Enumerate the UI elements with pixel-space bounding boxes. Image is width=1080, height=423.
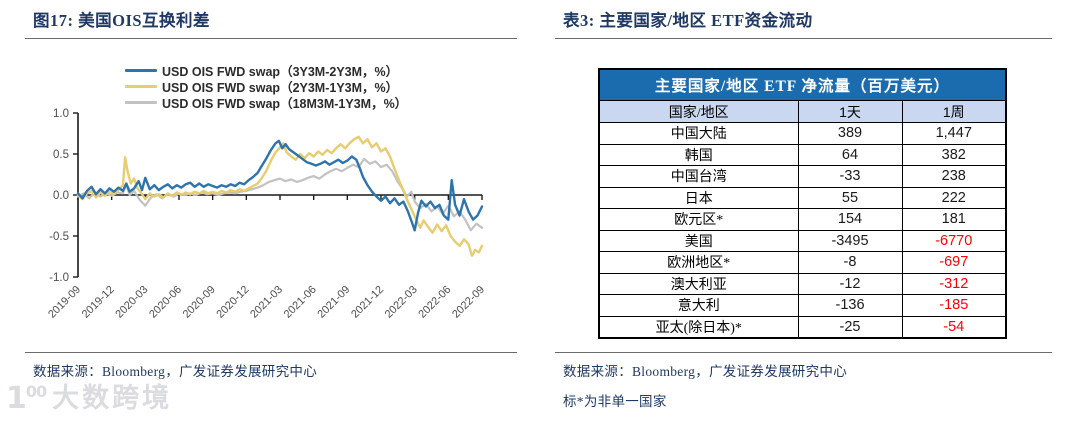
- region-cell: 亚太(除日本)*: [598, 315, 799, 339]
- region-cell: 中国大陆: [598, 122, 799, 145]
- region-cell: 欧元区*: [598, 208, 799, 231]
- table-row: 中国大陆 389 1,447: [598, 122, 1007, 145]
- week-flow-cell: 222: [901, 186, 1007, 209]
- day-flow-cell: 55: [797, 186, 903, 209]
- x-axis-tick-label: 2019-09: [46, 284, 83, 321]
- x-axis-tick-label: 2020-06: [147, 284, 184, 321]
- x-axis-tick-label: 2021-03: [248, 284, 285, 321]
- x-axis-tick-label: 2022-03: [383, 284, 420, 321]
- watermark-text: 大数跨境: [52, 383, 173, 413]
- data-source-text: 数据来源：Bloomberg，广发证券发展研究中心: [563, 364, 847, 379]
- day-flow-cell: -25: [797, 315, 903, 339]
- week-flow-cell: -185: [901, 294, 1007, 317]
- x-axis-tick-label: 2021-12: [349, 284, 386, 321]
- x-axis-tick-label: 2020-03: [113, 284, 150, 321]
- etf-table-panel: 表3: 主要国家/地区 ETF资金流动 主要国家/地区 ETF 净流量（百万美元…: [555, 10, 1052, 415]
- legend-item-2: USD OIS FWD swap（18M3M-1Y3M，%）: [125, 94, 408, 111]
- table-row: 欧洲地区* -8 -697: [598, 251, 1007, 274]
- week-flow-cell: -312: [901, 272, 1007, 295]
- column-header-1day: 1天: [797, 100, 903, 123]
- column-header-1week: 1周: [901, 100, 1007, 123]
- day-flow-cell: -33: [797, 165, 903, 188]
- region-cell: 意大利: [598, 294, 799, 317]
- table-row: 澳大利亚 -12 -312: [598, 272, 1007, 295]
- x-axis-tick-label: 2020-09: [181, 284, 218, 321]
- x-axis-tick-label: 2020-12: [214, 284, 251, 321]
- region-cell: 日本: [598, 186, 799, 209]
- site-watermark: 100 大数跨境: [6, 376, 172, 415]
- table-row: 韩国 64 382: [598, 143, 1007, 166]
- day-flow-cell: -136: [797, 294, 903, 317]
- footnote-text: 标*为非单一国家: [563, 394, 667, 409]
- region-cell: 美国: [598, 229, 799, 252]
- table-header-banner: 主要国家/地区 ETF 净流量（百万美元）: [598, 68, 1007, 101]
- series-line: [76, 139, 484, 232]
- region-cell: 韩国: [598, 143, 799, 166]
- legend-label: USD OIS FWD swap（18M3M-1Y3M，%）: [162, 96, 408, 111]
- ois-chart-panel: 图17: 美国OIS互换利差 USD OIS FWD swap（3Y3M-2Y3…: [25, 10, 517, 415]
- day-flow-cell: 64: [797, 143, 903, 166]
- chart-legend: USD OIS FWD swap（3Y3M-2Y3M，%） USD OIS FWD…: [125, 62, 408, 111]
- etf-flows-table: 主要国家/地区 ETF 净流量（百万美元） 国家/地区 1天 1周 中国大陆 38…: [598, 68, 1007, 339]
- region-cell: 欧洲地区*: [598, 251, 799, 274]
- footer-divider: [25, 352, 517, 353]
- day-flow-cell: 154: [797, 208, 903, 231]
- day-flow-cell: -12: [797, 272, 903, 295]
- week-flow-cell: 181: [901, 208, 1007, 231]
- table-column-header-row: 国家/地区 1天 1周: [598, 100, 1007, 123]
- day-flow-cell: 389: [797, 122, 903, 145]
- region-cell: 中国台湾: [598, 165, 799, 188]
- legend-label: USD OIS FWD swap（3Y3M-2Y3M，%）: [162, 64, 399, 79]
- week-flow-cell: -697: [901, 251, 1007, 274]
- table-row: 日本 55 222: [598, 186, 1007, 209]
- region-cell: 澳大利亚: [598, 272, 799, 295]
- y-axis-tick-label: 0.0: [53, 190, 69, 202]
- x-axis-tick-label: 2021-06: [282, 284, 319, 321]
- x-axis-tick-label: 2022-06: [416, 284, 453, 321]
- x-axis-tick-label: 2019-12: [80, 284, 117, 321]
- table-row: 亚太(除日本)* -25 -54: [598, 315, 1007, 339]
- legend-line-swatch: [125, 100, 157, 104]
- footer-divider: [555, 352, 1052, 353]
- title-divider: [555, 38, 1052, 39]
- legend-item-0: USD OIS FWD swap（3Y3M-2Y3M，%）: [125, 62, 407, 79]
- y-axis-tick-label: -0.5: [49, 231, 69, 243]
- week-flow-cell: -6770: [901, 229, 1007, 252]
- legend-line-swatch: [125, 68, 157, 72]
- title-divider: [25, 38, 517, 39]
- day-flow-cell: -8: [797, 251, 903, 274]
- legend-item-1: USD OIS FWD swap（2Y3M-1Y3M，%）: [125, 78, 407, 95]
- y-axis-tick-label: 0.5: [53, 149, 69, 161]
- week-flow-cell: 238: [901, 165, 1007, 188]
- ois-line-chart: 1.00.50.0-0.5-1.02019-092019-122020-0320…: [46, 108, 487, 321]
- series-line: [76, 135, 484, 257]
- chart-title: 图17: 美国OIS互换利差: [33, 11, 211, 30]
- table-row: 欧元区* 154 181: [598, 208, 1007, 231]
- x-axis-tick-label: 2022-09: [450, 284, 487, 321]
- week-flow-cell: 382: [901, 143, 1007, 166]
- legend-line-swatch: [125, 84, 157, 88]
- table-row: 意大利 -136 -185: [598, 294, 1007, 317]
- y-axis-tick-label: 1.0: [53, 108, 69, 120]
- week-flow-cell: -54: [901, 315, 1007, 339]
- week-flow-cell: 1,447: [901, 122, 1007, 145]
- table-title: 表3: 主要国家/地区 ETF资金流动: [563, 11, 813, 30]
- x-axis-tick-label: 2021-09: [315, 284, 352, 321]
- data-source-text: 数据来源：Bloomberg，广发证券发展研究中心: [33, 364, 317, 379]
- day-flow-cell: -3495: [797, 229, 903, 252]
- column-header-region: 国家/地区: [598, 100, 799, 123]
- table-row: 美国 -3495 -6770: [598, 229, 1007, 252]
- y-axis-tick-label: -1.0: [49, 272, 69, 284]
- legend-label: USD OIS FWD swap（2Y3M-1Y3M，%）: [162, 80, 399, 95]
- table-body: 中国大陆 389 1,447 韩国 64 382 中国台湾 -33 238 日本 55 222 欧元区*…: [598, 122, 1007, 339]
- watermark-logo-icon: 100: [6, 381, 47, 416]
- table-row: 中国台湾 -33 238: [598, 165, 1007, 188]
- series-line: [76, 157, 484, 232]
